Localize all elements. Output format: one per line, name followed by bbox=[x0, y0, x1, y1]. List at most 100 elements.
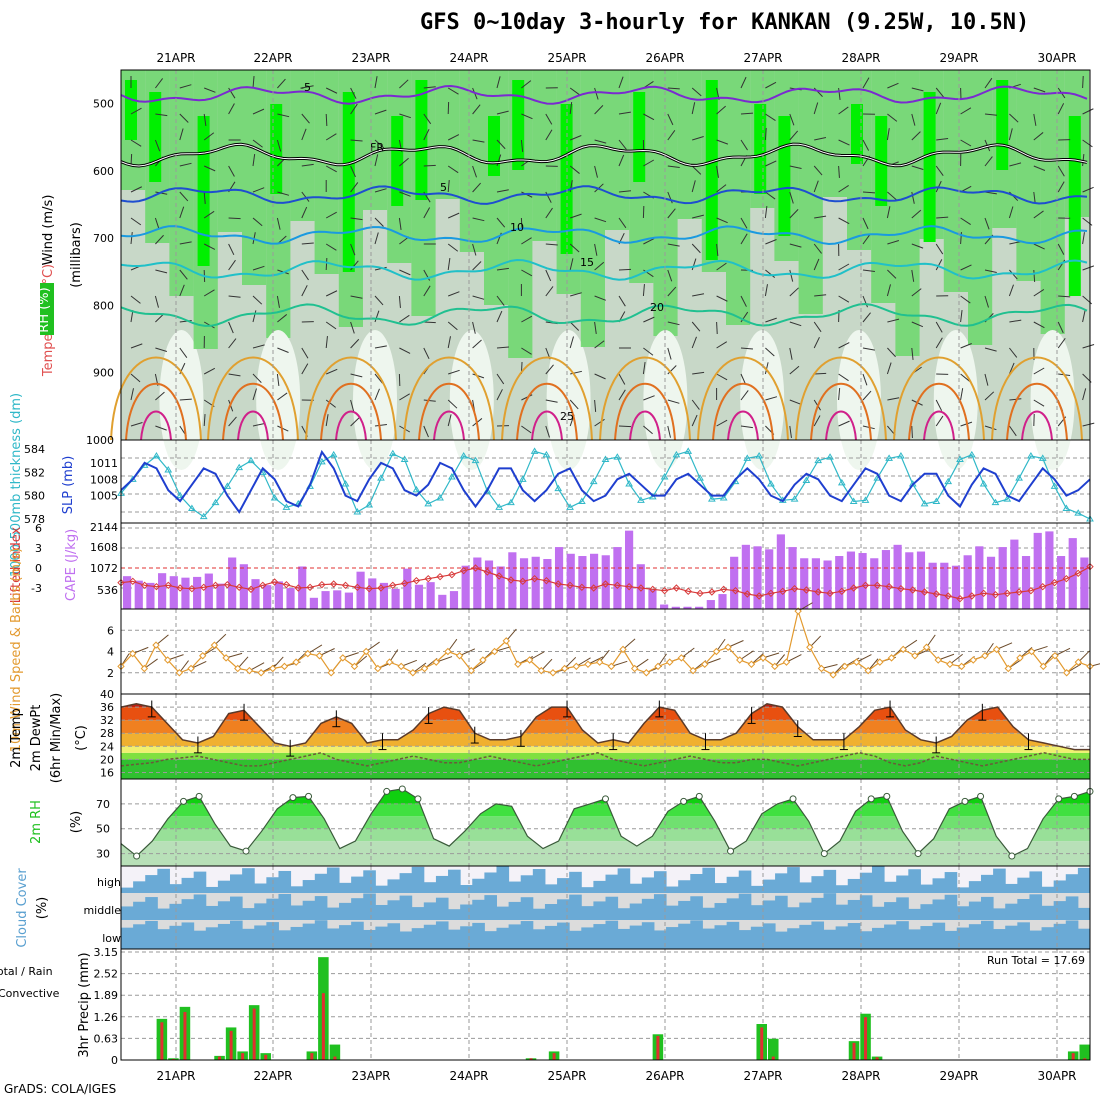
cloud-cell bbox=[896, 921, 909, 949]
contour-35 bbox=[727, 410, 759, 441]
cloud-cell bbox=[581, 887, 594, 893]
thickness-point bbox=[400, 455, 409, 462]
wind-barb bbox=[887, 397, 900, 401]
wind-barb bbox=[545, 425, 550, 438]
wind-barb bbox=[764, 362, 769, 375]
wind-barb bbox=[691, 258, 697, 271]
li-point bbox=[129, 577, 137, 586]
chart-title: GFS 0~10day 3-hourly for KANKAN (9.25W, … bbox=[420, 10, 1030, 35]
cloud-cell bbox=[629, 883, 643, 893]
wind-barb bbox=[520, 139, 524, 152]
cloud-cell bbox=[750, 926, 764, 949]
wind-barb bbox=[252, 217, 263, 227]
wind-10m-point bbox=[969, 656, 977, 664]
wind-barb bbox=[667, 129, 676, 141]
li-point bbox=[566, 581, 574, 590]
wind-barb bbox=[935, 321, 943, 333]
cape-bar bbox=[1056, 556, 1066, 609]
wind-barb bbox=[740, 347, 753, 350]
cape-bar bbox=[356, 571, 365, 609]
wind-barb bbox=[740, 233, 748, 245]
cape-bar bbox=[660, 604, 669, 609]
wind-barb bbox=[667, 365, 677, 375]
wind-10m-point bbox=[1016, 654, 1024, 662]
cloud-cell bbox=[944, 894, 958, 920]
rh-point bbox=[914, 850, 922, 858]
wind-barb bbox=[716, 373, 728, 381]
wind-barb bbox=[569, 321, 580, 331]
li-point bbox=[1062, 574, 1071, 583]
wind-barb bbox=[228, 87, 236, 99]
precip-convective-bar bbox=[333, 1056, 337, 1060]
thickness-point bbox=[790, 495, 799, 502]
cape-bar bbox=[531, 556, 540, 609]
cape-bar bbox=[554, 547, 564, 609]
thickness-point bbox=[932, 497, 941, 504]
temperature-contour bbox=[120, 302, 1088, 327]
wind-barb bbox=[570, 292, 582, 297]
wind-barb bbox=[643, 425, 653, 435]
thickness-point bbox=[837, 478, 846, 486]
temp-tick: 16 bbox=[100, 766, 114, 779]
li-point bbox=[625, 582, 633, 591]
rh-point bbox=[867, 795, 875, 803]
wind-10m-barb bbox=[587, 656, 604, 665]
wind-barb bbox=[1057, 165, 1065, 177]
cloud-cell bbox=[569, 871, 582, 893]
wind-barb bbox=[228, 373, 241, 377]
wind-barb bbox=[594, 243, 598, 256]
wind-barb bbox=[716, 105, 726, 115]
li-point bbox=[826, 589, 834, 598]
cloud-cell bbox=[157, 929, 170, 949]
cloud-cell bbox=[980, 874, 994, 893]
wind-barb bbox=[398, 295, 401, 308]
thickness-point bbox=[365, 501, 374, 508]
wind-barb bbox=[447, 336, 451, 349]
cape-bar bbox=[811, 558, 820, 609]
wind-barb bbox=[350, 165, 356, 178]
cloud-cell bbox=[896, 875, 909, 893]
wind-barb bbox=[496, 154, 502, 167]
wind-barb bbox=[1033, 191, 1036, 204]
li-point bbox=[483, 568, 492, 576]
wind-barb bbox=[472, 104, 481, 115]
wind-10m-point bbox=[280, 662, 289, 671]
wind-barb bbox=[448, 291, 460, 297]
wind-10m-barb bbox=[529, 651, 545, 661]
cloud-cell bbox=[835, 926, 849, 949]
wind-barb bbox=[765, 317, 777, 323]
wind-barb bbox=[301, 269, 309, 281]
cape-bar bbox=[881, 550, 891, 609]
wind-10m-barb bbox=[564, 656, 577, 669]
precip-convective-bar bbox=[183, 1012, 187, 1060]
wind-barb bbox=[862, 191, 876, 194]
cloud-cell bbox=[290, 926, 304, 949]
temp-band bbox=[121, 759, 1090, 779]
cloud-cell bbox=[678, 923, 691, 949]
li-point bbox=[188, 584, 196, 593]
cloud-cell bbox=[399, 895, 413, 920]
wind-barb bbox=[911, 209, 922, 219]
cloud-cell bbox=[714, 903, 728, 920]
cloud-cell bbox=[762, 879, 776, 893]
precip-convective-bar bbox=[252, 1008, 256, 1060]
rh-dry-patch bbox=[546, 330, 591, 470]
wind-barb bbox=[276, 139, 282, 152]
wind-barb bbox=[887, 347, 896, 358]
wind-barb bbox=[813, 321, 822, 333]
li-point bbox=[1074, 569, 1082, 578]
cloud-cell bbox=[520, 875, 534, 893]
wind-barb bbox=[960, 295, 971, 304]
wind-barb bbox=[594, 295, 606, 301]
wind-tick: 4 bbox=[107, 646, 114, 659]
rh-high-cell bbox=[633, 92, 646, 182]
wind-10m-barb bbox=[856, 654, 872, 663]
li-point bbox=[1003, 589, 1011, 598]
cloud-cell bbox=[484, 931, 497, 949]
li-point bbox=[519, 577, 527, 586]
wind-barb bbox=[252, 423, 265, 427]
cape-bar bbox=[286, 588, 295, 609]
cloud-cell bbox=[835, 904, 849, 920]
wind-barb bbox=[276, 295, 280, 308]
wind-barb bbox=[374, 154, 379, 167]
